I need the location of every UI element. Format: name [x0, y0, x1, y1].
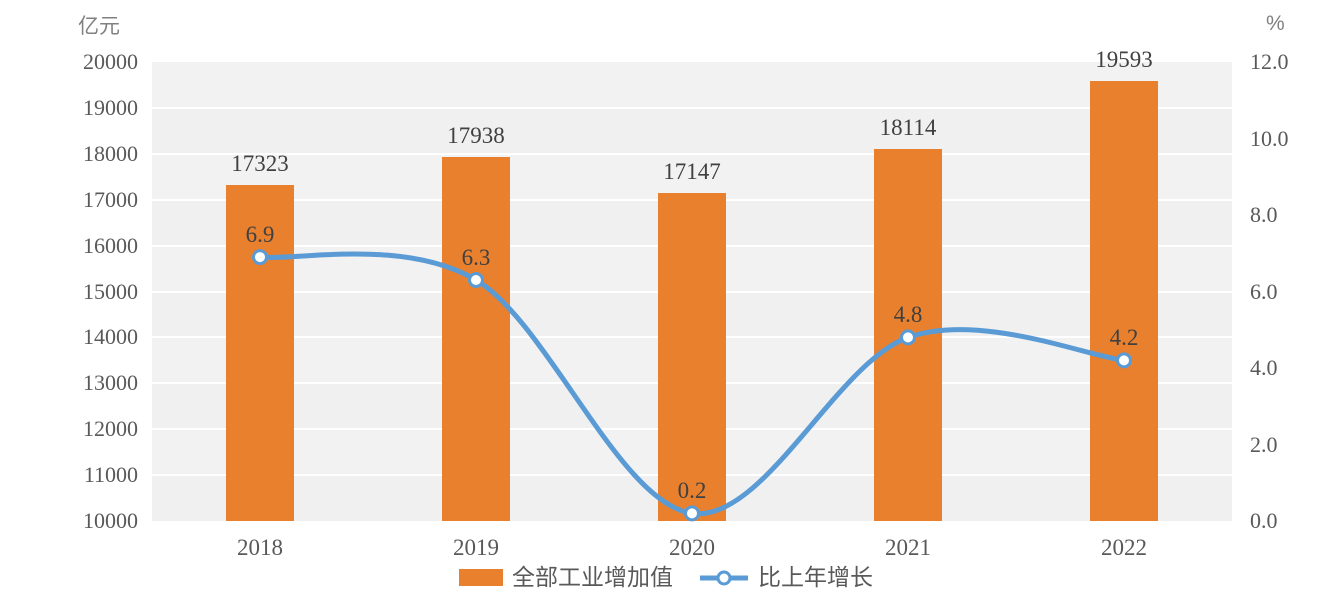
- legend-line-circle-swatch-icon: [699, 569, 749, 587]
- right-axis-tick-label: 12.0: [1250, 49, 1289, 74]
- right-axis-tick-label: 4.0: [1250, 355, 1278, 380]
- left-axis-tick-label: 20000: [83, 49, 138, 74]
- left-axis-tick-label: 14000: [83, 324, 138, 350]
- line-value-label-2019: 6.3: [461, 245, 491, 271]
- legend-item-growth-rate[interactable]: 比上年增长: [699, 566, 873, 589]
- gridline: [152, 106, 1232, 109]
- bar-value-label-2019: 17938: [447, 122, 505, 148]
- bar-value-label-2021: 18114: [879, 114, 937, 140]
- right-axis-tick-label: 10.0: [1250, 125, 1289, 151]
- bar-2019[interactable]: [442, 156, 510, 521]
- left-axis-tick-label: 11000: [83, 462, 138, 488]
- bar-value-label-2022: 19593: [1095, 46, 1153, 72]
- bar-2021[interactable]: [874, 148, 942, 521]
- left-axis-tick-label: 13000: [83, 370, 138, 396]
- right-axis-tick-label: 0.0: [1250, 508, 1278, 533]
- grid-band: [152, 107, 1232, 154]
- bar-2020[interactable]: [658, 192, 726, 521]
- x-axis-label-2018: 2018: [237, 535, 283, 560]
- line-value-label-2021: 4.8: [893, 302, 923, 328]
- left-axis-tick-label: 17000: [83, 186, 138, 212]
- legend-label-industrial-added-value: 全部工业增加值: [512, 565, 673, 590]
- x-axis-label-2022: 2022: [1101, 535, 1147, 560]
- left-axis-unit-label: 亿元: [78, 15, 120, 38]
- bar-value-label-2020: 17147: [663, 158, 721, 184]
- bar-value-label-2018: 17323: [231, 150, 289, 176]
- left-axis-tick-label: 10000: [83, 508, 138, 533]
- legend-label-growth-rate: 比上年增长: [758, 565, 873, 590]
- left-axis-tick-label: 16000: [83, 232, 138, 258]
- chart-legend: 全部工业增加值 比上年增长: [0, 566, 1332, 589]
- left-axis-tick-label: 18000: [83, 140, 138, 166]
- right-axis-unit-label: %: [1266, 12, 1285, 35]
- left-axis-tick-label: 15000: [83, 278, 138, 304]
- gridline: [152, 152, 1232, 155]
- line-value-label-2020: 0.2: [677, 478, 707, 504]
- left-axis-tick-label: 19000: [83, 94, 138, 120]
- legend-item-industrial-added-value[interactable]: 全部工业增加值: [459, 566, 673, 589]
- x-axis-label-2020: 2020: [669, 535, 715, 560]
- line-value-label-2022: 4.2: [1109, 325, 1139, 351]
- line-value-label-2018: 6.9: [245, 222, 275, 248]
- right-axis-tick-label: 8.0: [1250, 202, 1278, 227]
- x-axis-label-2021: 2021: [885, 535, 931, 560]
- bar-2022[interactable]: [1090, 80, 1158, 521]
- plot-area: [152, 62, 1232, 522]
- x-axis-label-2019: 2019: [453, 535, 499, 560]
- right-axis-tick-label: 6.0: [1250, 278, 1278, 304]
- right-axis-tick-label: 2.0: [1250, 431, 1278, 457]
- legend-bar-swatch-icon: [459, 569, 503, 586]
- left-axis-tick-label: 12000: [83, 416, 138, 442]
